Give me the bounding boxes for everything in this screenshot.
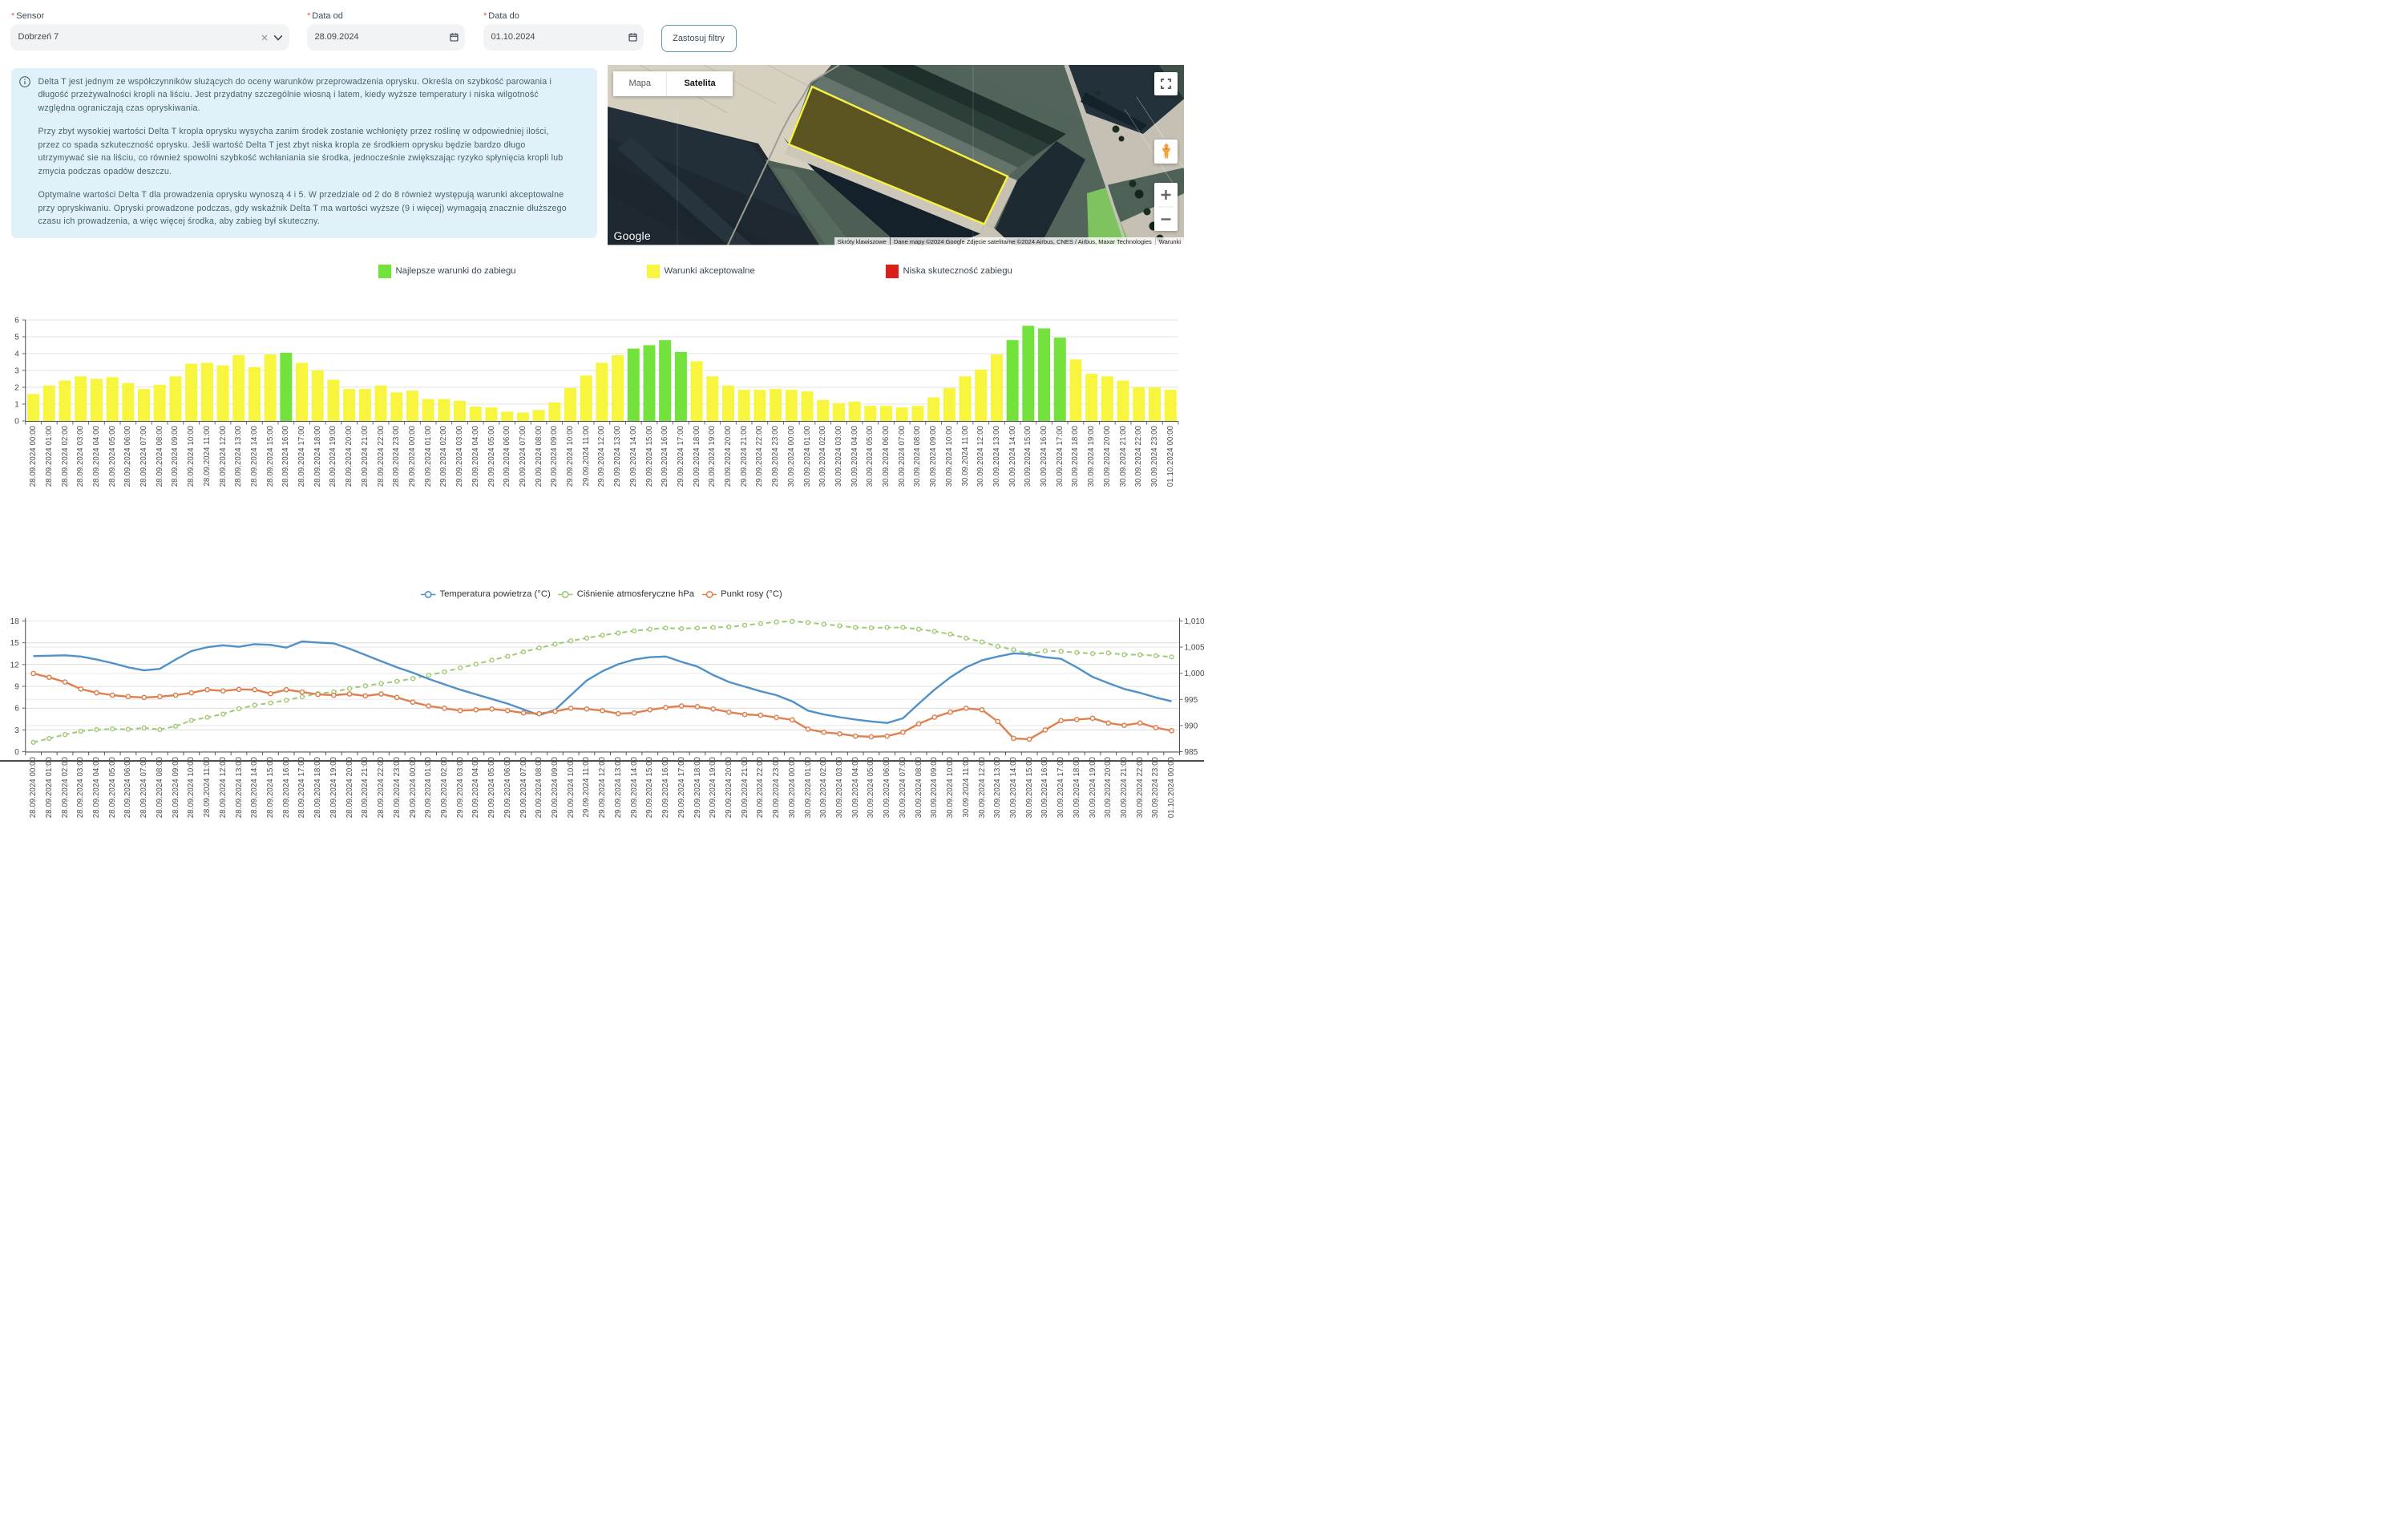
svg-text:6: 6 xyxy=(14,317,19,326)
svg-text:4: 4 xyxy=(14,350,19,359)
svg-text:18: 18 xyxy=(10,617,20,626)
svg-text:2: 2 xyxy=(14,384,19,393)
svg-text:995: 995 xyxy=(1185,696,1198,705)
svg-text:1: 1 xyxy=(14,401,19,410)
svg-text:1,005: 1,005 xyxy=(1185,644,1205,653)
svg-text:5: 5 xyxy=(14,334,19,342)
svg-text:15: 15 xyxy=(10,639,20,648)
svg-text:990: 990 xyxy=(1185,722,1198,730)
svg-text:9: 9 xyxy=(14,683,19,692)
svg-text:3: 3 xyxy=(14,726,19,735)
svg-text:6: 6 xyxy=(14,705,19,714)
svg-text:1,010: 1,010 xyxy=(1185,617,1205,626)
svg-text:985: 985 xyxy=(1185,748,1198,757)
svg-text:1,000: 1,000 xyxy=(1185,669,1205,678)
svg-text:0: 0 xyxy=(14,418,19,427)
svg-text:3: 3 xyxy=(14,367,19,376)
svg-text:12: 12 xyxy=(10,661,20,669)
svg-text:0: 0 xyxy=(14,748,19,757)
